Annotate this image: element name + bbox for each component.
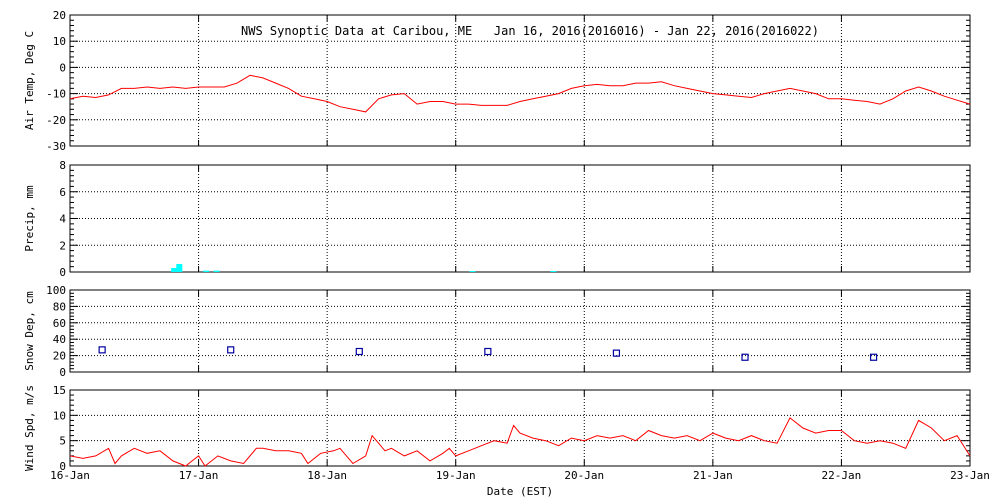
panel-precip: 0 2 4 6 8 Precip, mm — [23, 159, 971, 279]
y-tick-label: 40 — [53, 333, 66, 346]
precip-bar — [203, 270, 210, 272]
snow-depth-point — [227, 346, 235, 354]
snow-depth-point — [355, 347, 363, 356]
panel-wind-speed: 0 5 10 15 Wind Spd, m/s 16-Jan 17-Jan 18-Jan 19-… — [23, 384, 990, 482]
y-tick-label: 20 — [53, 9, 66, 22]
snow-depth-point — [869, 353, 878, 361]
y-tick-label: 0 — [59, 61, 66, 74]
chart-title: NWS Synoptic Data at Caribou, ME Jan 16,… — [241, 24, 819, 38]
x-tick-label: 21-Jan — [693, 469, 733, 482]
x-axis-label: Date (EST) — [487, 485, 553, 498]
precip-bar — [213, 270, 220, 272]
y-axis-label: Air Temp, Deg C — [23, 31, 36, 130]
panel-snow-depth: 0 20 40 60 80 100 Snow Dep, cm — [23, 284, 971, 379]
y-tick-label: 0 — [59, 266, 66, 279]
y-tick-label: 6 — [59, 186, 66, 199]
snow-depth-point — [612, 349, 621, 357]
y-tick-label: 2 — [59, 239, 66, 252]
x-tick-label: 17-Jan — [179, 469, 219, 482]
y-axis-label: Snow Dep, cm — [23, 291, 36, 371]
x-tick-label: 16-Jan — [50, 469, 90, 482]
y-axis-label: Precip, mm — [23, 185, 36, 252]
y-tick-label: 0 — [59, 460, 66, 473]
y-tick-label: 8 — [59, 159, 66, 172]
y-tick-label: -10 — [46, 88, 66, 101]
precip-bar — [550, 271, 557, 272]
y-tick-label: 4 — [59, 213, 66, 226]
x-tick-label: 22-Jan — [822, 469, 862, 482]
series-line-wind-speed — [69, 417, 971, 467]
precip-bar — [176, 263, 183, 272]
y-tick-label: 10 — [53, 409, 66, 422]
y-tick-label: 0 — [59, 366, 66, 379]
snow-depth-point — [98, 346, 106, 354]
y-tick-label: 60 — [53, 317, 66, 330]
y-tick-label: 100 — [46, 284, 66, 297]
panel-air-temp: -30 -20 -10 0 10 20 Air Temp, Deg C — [23, 9, 971, 153]
panel-frame — [69, 289, 971, 373]
snow-depth-point — [484, 347, 492, 356]
x-tick-label: 18-Jan — [307, 469, 347, 482]
precip-bar — [171, 267, 178, 272]
y-tick-label: 10 — [53, 35, 66, 48]
x-tick-label: 23-Jan — [950, 469, 990, 482]
snow-depth-point — [741, 353, 749, 361]
y-tick-label: 20 — [53, 350, 66, 363]
x-tick-label: 19-Jan — [436, 469, 476, 482]
y-tick-label: 5 — [59, 435, 66, 448]
chart-panels: -30 -20 -10 0 10 20 Air Temp, Deg C 0 2 4 6 8 Precip… — [23, 9, 990, 482]
y-axis-label: Wind Spd, m/s — [23, 385, 36, 471]
y-tick-label: -30 — [46, 140, 66, 153]
series-line-air-temp — [69, 74, 971, 113]
panel-frame — [69, 14, 971, 147]
precip-bar — [469, 271, 476, 272]
panel-frame — [69, 389, 971, 467]
y-tick-label: -20 — [46, 114, 66, 127]
x-tick-label: 20-Jan — [564, 469, 604, 482]
y-tick-label: 80 — [53, 300, 66, 313]
y-tick-label: 15 — [53, 384, 66, 397]
